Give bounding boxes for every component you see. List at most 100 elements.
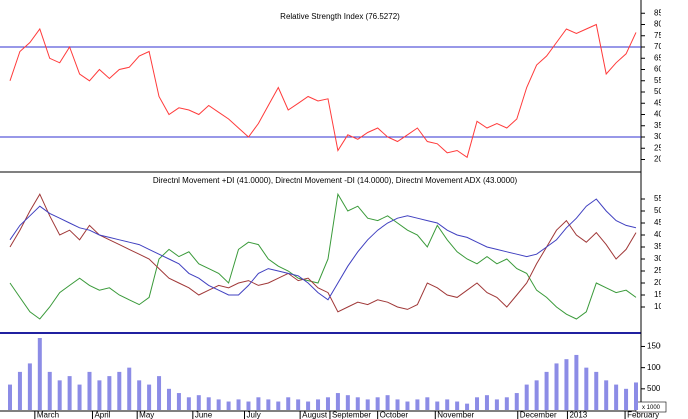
x-tick-label: February [627, 411, 659, 419]
tick-labels: 20 25 30 35 40 45 50 55 60 65 70 75 80 85 10 15 20 25 30 35… [647, 8, 665, 393]
y-tick-label: 55 [654, 194, 663, 203]
y-tick-label: 20 [654, 155, 663, 164]
volume-bar [196, 395, 201, 410]
y-tick-label: 15 [654, 290, 663, 299]
volume-bar [425, 397, 430, 410]
x-tick-label: March [37, 411, 59, 419]
y-tick-label: 30 [654, 132, 663, 141]
volume-bar [296, 399, 301, 410]
volume-bar [634, 382, 638, 410]
x-tick-label: May [139, 411, 154, 419]
y-tick-label: 70 [654, 42, 663, 51]
volume-bar [266, 399, 271, 410]
volume-bar [256, 397, 261, 410]
y-tick-label: 1500 [647, 342, 665, 351]
volume-bar [246, 401, 251, 410]
y-tick-label: 45 [654, 218, 663, 227]
y-tick-label: 40 [654, 230, 663, 239]
volume-bar [564, 359, 569, 410]
volume-bar [395, 399, 400, 410]
volume-bar [176, 393, 181, 410]
volume-bar [47, 371, 52, 410]
volume-bar [27, 363, 32, 410]
volume-bar [316, 399, 321, 410]
volume-bar [435, 401, 440, 410]
volume-bar [504, 397, 509, 410]
volume-bar [57, 380, 62, 410]
volume-bar [574, 354, 579, 410]
volume-bar [405, 401, 410, 410]
x-tick-label: July [247, 411, 261, 419]
line-series [9, 192, 637, 320]
volume-bar [484, 395, 489, 410]
volume-bar [524, 384, 529, 410]
x-tick-label: September [332, 411, 371, 419]
volume-bar [286, 397, 291, 410]
volume-bar [534, 380, 539, 410]
y-tick-label: 80 [654, 20, 663, 29]
x-tick-label: 2013 [569, 411, 587, 419]
x-tick-label: November [437, 411, 474, 419]
y-tick-label: 25 [654, 266, 663, 275]
y-tick-label: 85 [654, 8, 663, 17]
x-tick-label: December [520, 411, 557, 419]
volume-bar [137, 380, 142, 410]
y-tick-label: 50 [654, 87, 663, 96]
x-tick-label: April [94, 411, 110, 419]
y-tick-label: 10 [654, 302, 663, 311]
volume-bar [345, 395, 350, 410]
volume-bar [514, 393, 519, 410]
volume-bar [335, 393, 340, 410]
volume-bar [445, 399, 450, 410]
volume-bar [87, 371, 92, 410]
y-tick-label: 500 [647, 384, 661, 393]
y-tick-label: 1000 [647, 363, 665, 372]
unit-label: x 1000 [642, 405, 661, 411]
volume-bar [365, 399, 370, 410]
line-series [9, 193, 637, 313]
y-tick-label: 55 [654, 76, 663, 85]
volume-bar [306, 401, 311, 410]
volume-bar [236, 399, 241, 410]
volume-bar [147, 384, 152, 410]
y-tick-label: 65 [654, 53, 663, 62]
x-tick-label: June [195, 411, 213, 419]
x-tick-label: August [302, 411, 328, 419]
rsi-title: Relative Strength Index (76.5272) [280, 12, 400, 21]
volume-bar [97, 380, 102, 410]
volume-bar [455, 401, 460, 410]
volume-bar [157, 376, 162, 410]
volume-bar [594, 371, 599, 410]
volume-bar [17, 371, 22, 410]
line-series [9, 198, 637, 301]
x-tick-label: October [380, 411, 409, 419]
volume-bar [385, 395, 390, 410]
volume-bar [117, 371, 122, 410]
volume-bar [37, 338, 42, 410]
volume-bar [375, 397, 380, 410]
volume-bar [494, 399, 499, 410]
line-series [9, 23, 637, 159]
volume-bar [554, 363, 559, 410]
y-tick-label: 40 [654, 110, 663, 119]
volume-bar [544, 371, 549, 410]
volume-bar [107, 376, 112, 410]
volume-bar [325, 397, 330, 410]
volume-bar [276, 401, 281, 410]
volume-bar [355, 397, 360, 410]
volume-bar [465, 403, 470, 410]
volume-bar [8, 384, 12, 410]
dmi-title: Directnl Movement +DI (41.0000), Directn… [153, 176, 518, 185]
volume-bar [584, 367, 589, 410]
volume-bar [67, 376, 72, 410]
volume-bar [475, 397, 480, 410]
y-tick-label: 50 [654, 206, 663, 215]
y-tick-label: 25 [654, 143, 663, 152]
volume-bar [77, 384, 82, 410]
y-tick-label: 35 [654, 242, 663, 251]
volume-bar [226, 401, 231, 410]
y-tick-label: 30 [654, 254, 663, 263]
